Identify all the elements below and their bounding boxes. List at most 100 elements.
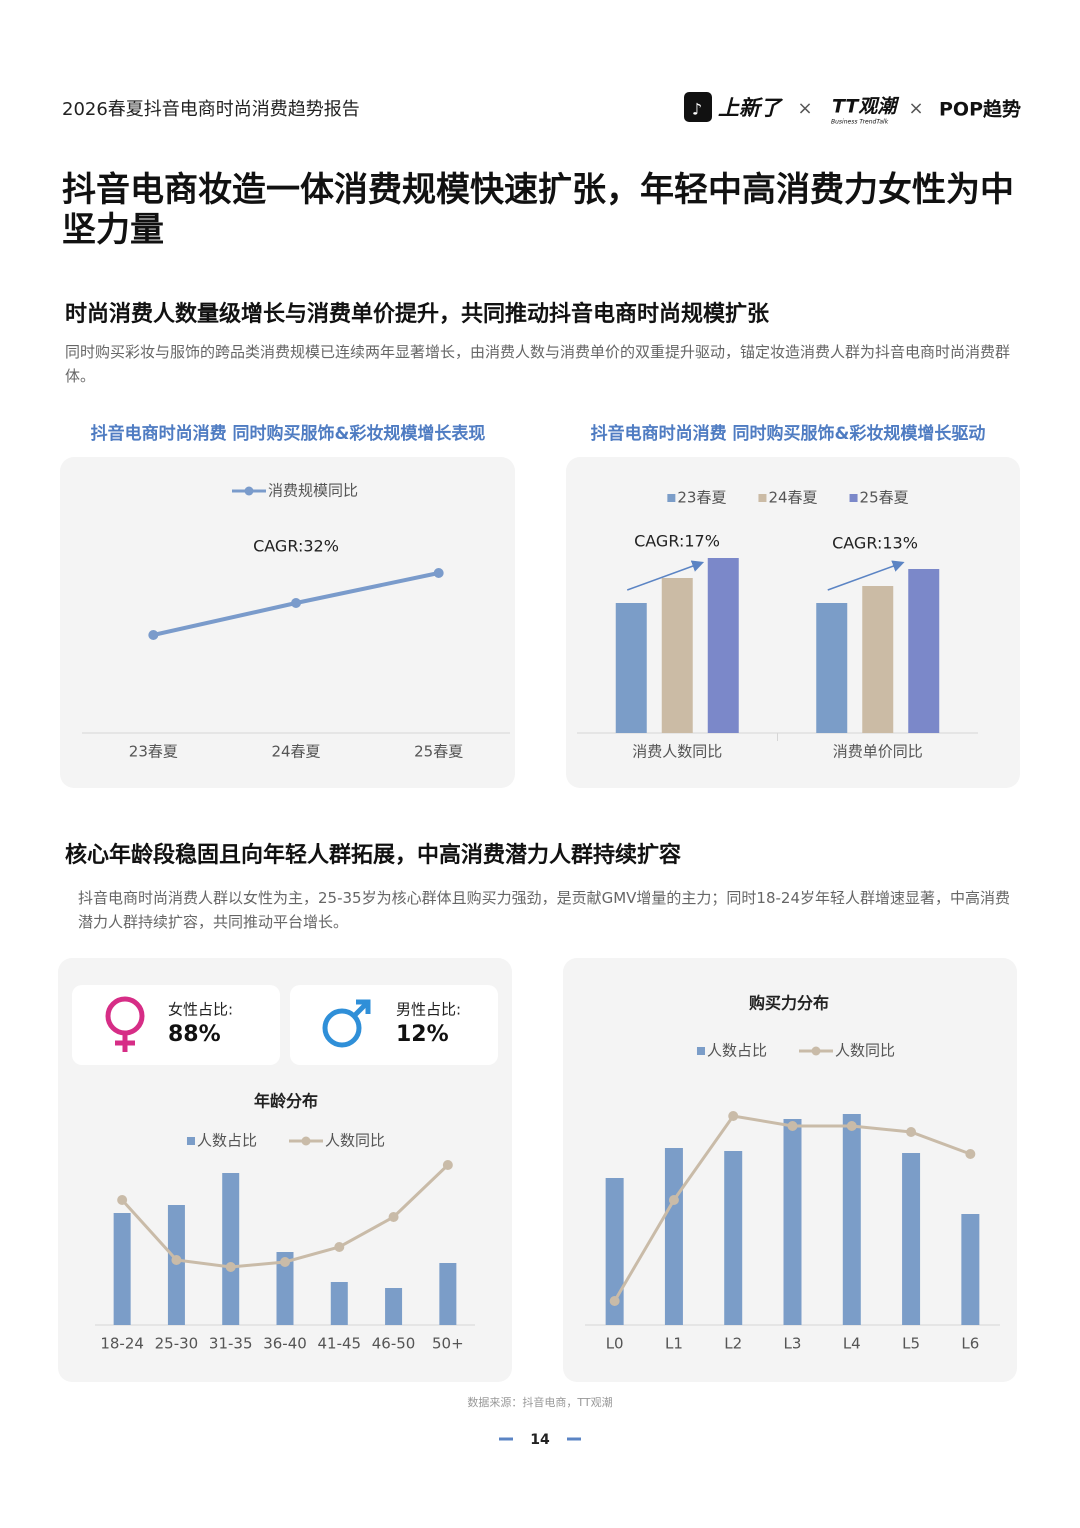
legend-label: 24春夏: [768, 489, 817, 507]
legend-label: 25春夏: [860, 489, 909, 507]
line-marker: [609, 1296, 620, 1306]
x-tick-label: L4: [843, 1335, 861, 1353]
x-tick-label: 23春夏: [129, 743, 178, 761]
brand-name: TT观潮: [832, 96, 899, 118]
x-tick-label: 41-45: [317, 1335, 361, 1353]
brand-logos: ♪ 上新了 × TT观潮 Business TrendTalk × POP趋势: [684, 92, 1021, 126]
gender-label: 男性占比:: [396, 1001, 461, 1019]
legend-swatch: [186, 1137, 195, 1145]
report-name: 2026春夏抖音电商时尚消费趋势报告: [62, 99, 360, 120]
line-marker: [280, 1257, 290, 1267]
chart-title: 购买力分布: [749, 994, 829, 1013]
bar: [664, 1148, 683, 1325]
page-title: 抖音电商妆造一体消费规模快速扩张，年轻中高消费力女性为中坚力量: [62, 170, 1014, 250]
line-marker: [965, 1149, 976, 1159]
chart-title: 抖音电商时尚消费 同时购买服饰&彩妆规模增长驱动: [591, 423, 986, 444]
x-tick-label: L3: [784, 1335, 802, 1353]
separator: ×: [797, 98, 812, 119]
x-tick-label: 18-24: [100, 1335, 144, 1353]
line-marker: [668, 1195, 679, 1205]
bar: [862, 586, 894, 733]
x-tick-label: 24春夏: [271, 743, 320, 761]
annotation: CAGR:32%: [253, 537, 339, 556]
x-tick-label: 消费单价同比: [833, 743, 923, 761]
bar: [661, 578, 693, 733]
logo-icon: [684, 92, 712, 122]
female-icon: [105, 996, 145, 1052]
legend-swatch: [667, 494, 676, 502]
brand-name: 上新了: [718, 96, 784, 120]
line-marker: [291, 598, 301, 608]
gender-value: 12%: [396, 1022, 449, 1047]
line-marker: [442, 1160, 453, 1170]
x-tick-label: 46-50: [372, 1335, 416, 1353]
x-tick-label: 25春夏: [414, 743, 463, 761]
x-tick-label: 消费人数同比: [632, 743, 722, 761]
x-tick-label: 31-35: [209, 1335, 253, 1353]
x-tick-label: 50+: [432, 1335, 464, 1353]
legend-label: 23春夏: [677, 489, 726, 507]
logo-glyph: ♪: [692, 100, 702, 119]
legend-label: 人数占比: [197, 1132, 257, 1150]
legend-swatch: [244, 486, 254, 496]
bar: [724, 1151, 743, 1325]
bar: [902, 1153, 921, 1325]
bar: [439, 1263, 457, 1325]
legend-swatch: [811, 1046, 821, 1056]
legend-label: 人数占比: [707, 1042, 767, 1060]
bar: [276, 1252, 294, 1325]
legend-label: 消费规模同比: [268, 482, 358, 500]
bar: [816, 603, 848, 733]
male-icon: [322, 999, 371, 1048]
x-tick-label: 36-40: [263, 1335, 307, 1353]
section-heading: 时尚消费人数量级增长与消费单价提升，共同推动抖音电商时尚规模扩张: [65, 302, 770, 327]
x-tick-label: L2: [724, 1335, 742, 1353]
line-marker: [148, 630, 159, 640]
bar: [222, 1173, 240, 1325]
gender-value: 88%: [168, 1022, 221, 1047]
line-marker: [388, 1212, 399, 1222]
card: [60, 457, 515, 788]
page-number: 14: [530, 1432, 550, 1448]
brand-sub: Business TrendTalk: [831, 119, 889, 126]
x-tick-label: L0: [606, 1335, 624, 1353]
arrow: [626, 560, 705, 591]
bar: [961, 1214, 980, 1325]
source: 数据来源：抖音电商，TT观潮: [467, 1395, 612, 1409]
legend-label: 人数同比: [325, 1132, 385, 1150]
separator: ×: [908, 98, 923, 119]
annotation: CAGR:13%: [832, 534, 918, 553]
arrow: [827, 560, 905, 591]
bar: [842, 1114, 861, 1325]
line-marker: [846, 1121, 857, 1131]
brand-name: POP趋势: [939, 98, 1021, 121]
bar: [385, 1288, 403, 1325]
bar: [113, 1213, 131, 1325]
section-heading: 核心年龄段稳固且向年轻人群拓展，中高消费潜力人群持续扩容: [65, 843, 682, 868]
bar: [330, 1282, 348, 1325]
gender-card: [290, 985, 498, 1065]
x-tick-label: 25-30: [155, 1335, 199, 1353]
x-tick-label: L1: [665, 1335, 683, 1353]
annotation: CAGR:17%: [634, 532, 720, 551]
chart-title: 抖音电商时尚消费 同时购买服饰&彩妆规模增长表现: [91, 423, 486, 444]
bar: [615, 603, 647, 733]
line-marker: [787, 1121, 798, 1131]
line-marker: [334, 1242, 345, 1252]
line-marker: [117, 1195, 128, 1205]
line-marker: [225, 1262, 236, 1272]
line-marker: [433, 568, 444, 578]
legend-swatch: [849, 494, 858, 502]
section-text: 抖音电商时尚消费人群以女性为主，25-35岁为核心群体且购买力强劲，是贡献GMV…: [78, 889, 1011, 931]
legend-label: 人数同比: [835, 1042, 895, 1060]
legend-swatch: [758, 494, 767, 502]
x-tick-label: L5: [902, 1335, 920, 1353]
bar: [707, 558, 739, 733]
legend-swatch: [696, 1047, 705, 1055]
line-marker: [906, 1127, 917, 1137]
x-tick-label: L6: [961, 1335, 979, 1353]
section-text: 同时购买彩妆与服饰的跨品类消费规模已连续两年显著增长，由消费人数与消费单价的双重…: [65, 343, 1011, 385]
bar: [908, 569, 940, 733]
line-marker: [171, 1255, 182, 1265]
